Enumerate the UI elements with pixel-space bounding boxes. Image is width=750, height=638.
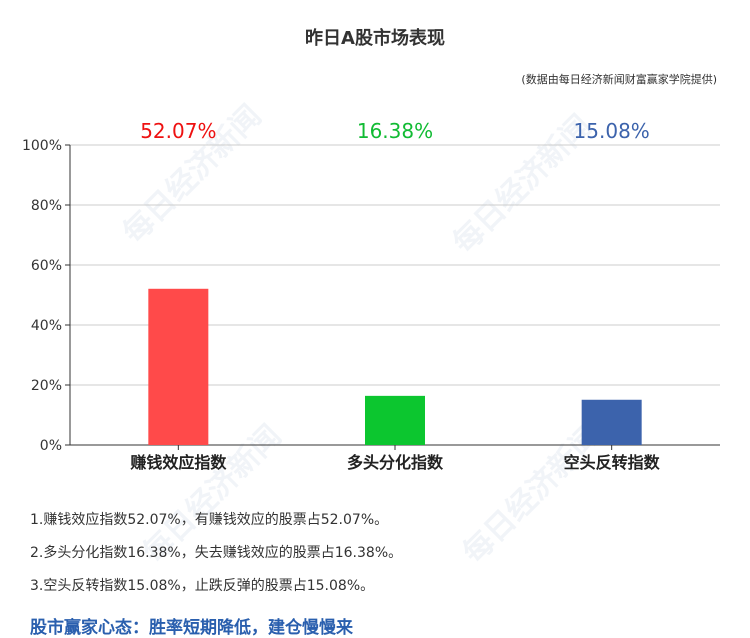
- bar-chart: 0% 20% 40% 60% 80% 100% 赚钱效应指数 52.07% 多头分化指数 16.3…: [22, 119, 720, 472]
- bar: [148, 288, 209, 445]
- note-item: 1.赚钱效应指数52.07%，有赚钱效应的股票占52.07%。: [30, 512, 389, 528]
- y-tick-label: 80%: [31, 198, 62, 214]
- y-tick-label: 20%: [31, 378, 62, 394]
- y-tick-label: 100%: [22, 138, 62, 154]
- investor-mindset: 股市赢家心态：胜率短期降低，建仓慢慢来: [30, 618, 353, 638]
- y-tick-label: 0%: [40, 438, 62, 454]
- x-tick-label: 赚钱效应指数: [129, 453, 227, 472]
- note-item: 2.多头分化指数16.38%，失去赚钱效应的股票占16.38%。: [30, 545, 403, 561]
- bar: [365, 395, 425, 445]
- bar-value-label: 15.08%: [574, 119, 650, 143]
- bar-value-label: 16.38%: [357, 119, 433, 143]
- y-tick-label: 60%: [31, 258, 62, 274]
- notes-list: 1.赚钱效应指数52.07%，有赚钱效应的股票占52.07%。 2.多头分化指数…: [30, 508, 730, 607]
- chart-title: 昨日A股市场表现: [305, 28, 445, 49]
- note-item: 3.空头反转指数15.08%，止跌反弹的股票占15.08%。: [30, 578, 375, 594]
- data-source-note: (数据由每日经济新闻财富赢家学院提供): [521, 73, 717, 86]
- x-tick-label: 多头分化指数: [347, 453, 444, 472]
- bar-value-label: 52.07%: [140, 119, 216, 143]
- y-tick-label: 40%: [31, 318, 62, 334]
- x-tick-label: 空头反转指数: [564, 453, 661, 472]
- bar: [581, 399, 642, 445]
